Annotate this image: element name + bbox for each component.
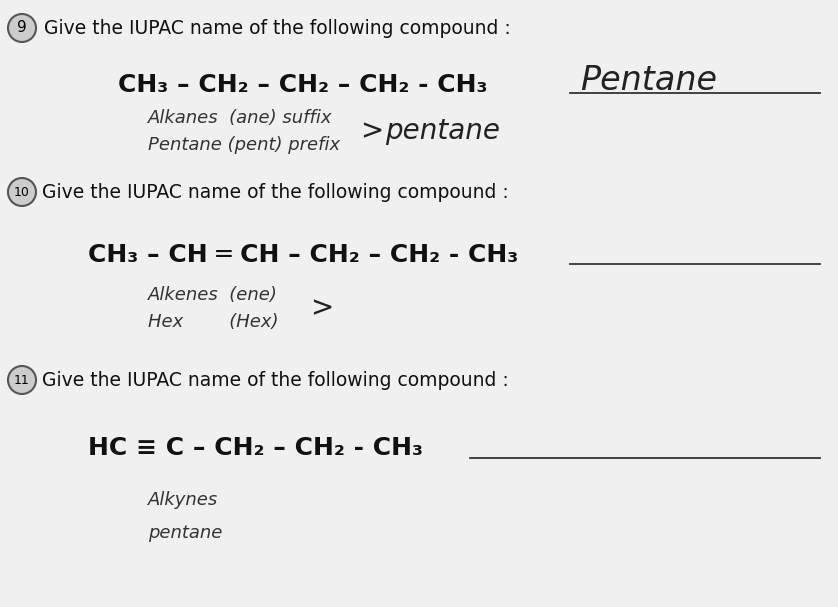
Text: >: > — [360, 117, 383, 145]
Text: Alkynes: Alkynes — [148, 491, 218, 509]
Text: Alkenes  (ene): Alkenes (ene) — [148, 286, 278, 304]
Text: Give the IUPAC name of the following compound :: Give the IUPAC name of the following com… — [44, 18, 510, 38]
Circle shape — [8, 178, 36, 206]
Text: Give the IUPAC name of the following compound :: Give the IUPAC name of the following com… — [42, 183, 509, 202]
Circle shape — [8, 14, 36, 42]
Text: Alkanes  (ane) suffix: Alkanes (ane) suffix — [148, 109, 333, 127]
Text: >: > — [310, 294, 334, 322]
Text: 9: 9 — [17, 21, 27, 35]
Text: CH₃ – CH₂ – CH₂ – CH₂ - CH₃: CH₃ – CH₂ – CH₂ – CH₂ - CH₃ — [118, 73, 488, 97]
Text: pentane: pentane — [385, 117, 500, 145]
Text: HC ≡ C – CH₂ – CH₂ - CH₃: HC ≡ C – CH₂ – CH₂ - CH₃ — [88, 436, 423, 460]
Text: pentane: pentane — [148, 524, 222, 542]
Circle shape — [8, 366, 36, 394]
Text: 11: 11 — [14, 373, 30, 387]
Text: Hex        (Hex): Hex (Hex) — [148, 313, 278, 331]
Text: CH₃ – CH ═ CH – CH₂ – CH₂ - CH₃: CH₃ – CH ═ CH – CH₂ – CH₂ - CH₃ — [88, 243, 518, 267]
Text: Give the IUPAC name of the following compound :: Give the IUPAC name of the following com… — [42, 370, 509, 390]
Text: Pentane (pent) prefix: Pentane (pent) prefix — [148, 136, 340, 154]
Text: 10: 10 — [14, 186, 30, 198]
Text: Pentane: Pentane — [580, 64, 717, 97]
